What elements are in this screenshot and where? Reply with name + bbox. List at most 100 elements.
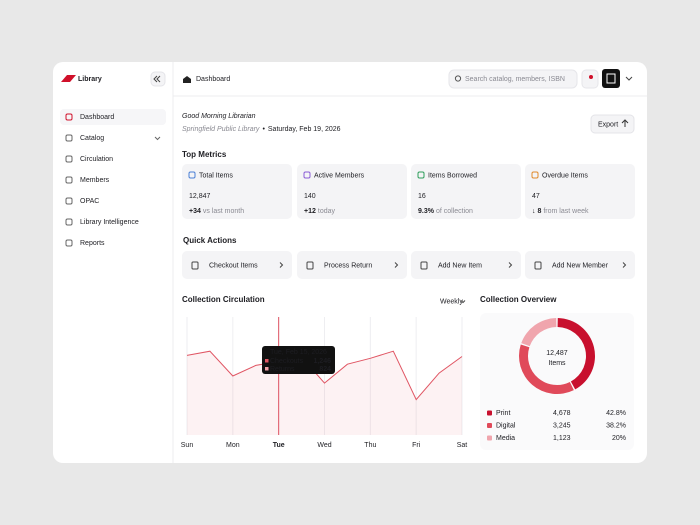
nav-icon	[65, 176, 73, 184]
down-arrow: ↓	[532, 208, 537, 215]
metric-note: +12 today	[304, 208, 335, 215]
notification-dot	[589, 75, 593, 79]
nav-label[interactable]: Library Intelligence	[80, 219, 139, 226]
x-tick-label: Wed	[317, 442, 331, 449]
metrics-title: Top Metrics	[182, 150, 227, 159]
x-tick-label: Fri	[412, 442, 421, 449]
metric-icon	[303, 171, 311, 179]
metric-label: Total Items	[199, 172, 233, 179]
x-tick-label: Tue	[273, 442, 285, 449]
nav-icon	[65, 239, 73, 247]
legend-percent: 20%	[612, 435, 626, 442]
account-chevron	[625, 76, 633, 81]
action-icon	[191, 261, 199, 270]
donut-total-label: Items	[548, 360, 566, 367]
legend-swatch	[487, 435, 492, 441]
action-button[interactable]	[525, 251, 635, 279]
legend-count: 3,245	[553, 422, 571, 429]
account-icon	[606, 73, 616, 84]
action-label: Add New Item	[438, 262, 482, 269]
metric-note-text: of collection	[436, 208, 473, 215]
overview-panel	[480, 313, 634, 450]
nav-label[interactable]: Reports	[80, 240, 105, 247]
nav-label[interactable]: Circulation	[80, 156, 113, 163]
search-icon	[454, 75, 462, 82]
nav-label[interactable]: Catalog	[80, 135, 104, 142]
x-tick-label: Sun	[181, 442, 194, 449]
nav-icon	[65, 134, 73, 142]
legend-swatch	[487, 410, 492, 416]
date: Saturday, Feb 19, 2026	[268, 126, 341, 133]
legend-name: Digital	[496, 422, 516, 429]
notification-button[interactable]	[581, 69, 599, 89]
donut-total: 12,487	[546, 350, 568, 357]
metric-value: 140	[304, 193, 316, 200]
search-placeholder: Search catalog, members, ISBN	[465, 76, 565, 83]
tooltip-swatch	[265, 359, 269, 363]
metric-value: 47	[532, 193, 540, 200]
legend-count: 1,123	[553, 435, 571, 442]
donut-segment	[519, 344, 574, 394]
legend-swatch	[487, 423, 492, 428]
action-chevron	[394, 262, 399, 268]
action-label: Process Return	[324, 262, 372, 269]
nav-label[interactable]: Dashboard	[80, 114, 114, 121]
action-button[interactable]	[182, 251, 292, 279]
export-label: Export	[598, 121, 618, 128]
library-name: Springfield Public Library	[182, 126, 260, 133]
metric-card	[411, 164, 521, 219]
metric-delta: 8	[537, 208, 541, 215]
line	[186, 350, 463, 401]
period-chevron	[460, 300, 466, 304]
header-title: Dashboard	[196, 76, 230, 83]
collapse-button[interactable]	[150, 71, 166, 87]
period-select[interactable]	[436, 295, 468, 308]
action-icon	[534, 261, 542, 270]
greeting-subtitle: Springfield Public Library • Saturday, Feb…	[182, 126, 341, 133]
legend-name: Media	[496, 435, 515, 442]
separator: •	[262, 126, 265, 133]
metric-label: Overdue Items	[542, 172, 588, 179]
tooltip	[262, 346, 335, 374]
legend-percent: 38.2%	[606, 422, 626, 429]
quick-actions-title: Quick Actions	[183, 236, 237, 245]
action-label: Add New Member	[552, 262, 609, 269]
action-button[interactable]	[297, 251, 407, 279]
metric-icon	[188, 171, 196, 179]
action-label: Checkout Items	[209, 262, 258, 269]
donut-segment	[521, 318, 557, 347]
legend-name: Print	[496, 410, 510, 417]
action-button[interactable]	[411, 251, 521, 279]
nav-label[interactable]: OPAC	[80, 198, 99, 205]
metric-value: 16	[418, 193, 426, 200]
nav-label[interactable]: Members	[80, 177, 110, 184]
tooltip-date: Tue, Feb 15, 2026	[270, 349, 327, 356]
donut-segment	[557, 318, 595, 390]
circulation-title: Collection Circulation	[182, 295, 265, 304]
area	[187, 351, 462, 435]
logo	[61, 75, 76, 82]
action-chevron	[508, 262, 513, 268]
metric-delta: 9.3%	[418, 208, 435, 215]
nav-active-bg	[60, 109, 166, 125]
period-label: Weekly	[440, 298, 463, 305]
metric-label: Active Members	[314, 172, 365, 179]
metric-card	[182, 164, 292, 219]
nav-icon	[65, 197, 73, 205]
account-button[interactable]	[602, 69, 620, 88]
metric-icon	[531, 171, 539, 179]
overview-title: Collection Overview	[480, 295, 557, 304]
metric-note: 9.3% of collection	[418, 208, 473, 215]
export-button[interactable]	[590, 114, 635, 134]
metric-note: ↓ 8 from last week	[532, 208, 589, 215]
metric-note-text: from last week	[543, 208, 589, 215]
nav-icon	[65, 113, 73, 121]
metric-value: 12,847	[189, 193, 211, 200]
search-box[interactable]	[448, 69, 578, 89]
tooltip-swatch	[265, 367, 269, 371]
metric-note-text: today	[318, 208, 336, 215]
home-icon	[183, 76, 191, 83]
export-icon	[621, 119, 629, 127]
